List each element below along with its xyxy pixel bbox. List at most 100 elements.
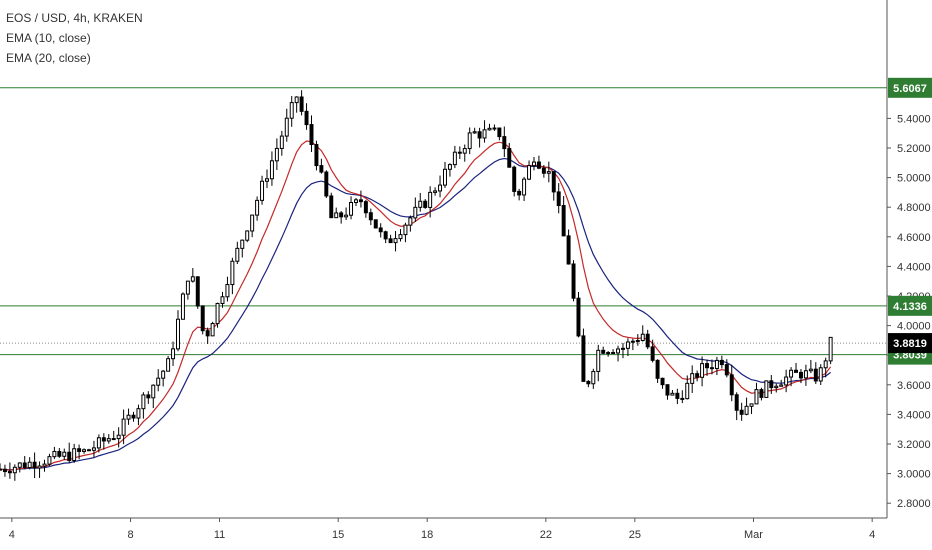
x-tick-label: 11 bbox=[214, 529, 225, 541]
candle-body bbox=[566, 235, 571, 265]
candle-body bbox=[625, 341, 630, 349]
candle-body bbox=[512, 166, 517, 192]
candle-body bbox=[606, 352, 611, 355]
candle-body bbox=[714, 359, 719, 369]
horizontal-levels bbox=[0, 87, 887, 356]
candle-body bbox=[452, 151, 457, 166]
candle-body bbox=[591, 370, 596, 385]
x-tick-label: 4 bbox=[869, 529, 875, 541]
candle-body bbox=[769, 380, 774, 389]
candle-body bbox=[551, 171, 556, 193]
y-tick-label: 4.4000 bbox=[897, 261, 931, 273]
x-tick-label: Mar bbox=[744, 529, 763, 541]
candle-body bbox=[27, 461, 32, 469]
candle-body bbox=[180, 293, 185, 320]
candle-body bbox=[754, 389, 759, 405]
candle-body bbox=[72, 448, 77, 461]
candle-body bbox=[62, 451, 67, 457]
candle-body bbox=[527, 165, 532, 180]
candle-body bbox=[413, 206, 418, 219]
candle-body bbox=[284, 117, 289, 137]
y-axis: 2.80003.00003.20003.40003.60003.80004.00… bbox=[886, 0, 931, 518]
candle-body bbox=[620, 347, 625, 350]
candle-body bbox=[571, 263, 576, 299]
candle-body bbox=[309, 124, 314, 146]
candle-body bbox=[640, 333, 645, 341]
candle-body bbox=[502, 136, 507, 150]
candle-body bbox=[398, 234, 403, 240]
candle-body bbox=[22, 462, 27, 469]
candle-body bbox=[675, 392, 680, 399]
candle-body bbox=[91, 447, 96, 451]
candle-body bbox=[210, 323, 215, 337]
candle-body bbox=[96, 437, 101, 449]
candle-body bbox=[601, 349, 606, 354]
candle-body bbox=[37, 465, 42, 469]
candle-body bbox=[695, 373, 700, 378]
y-tick-label: 5.4000 bbox=[897, 113, 931, 125]
candle-body bbox=[77, 448, 82, 452]
candle-body bbox=[195, 276, 200, 307]
candle-body bbox=[789, 369, 794, 378]
candle-body bbox=[808, 368, 813, 372]
candle-body bbox=[368, 212, 373, 221]
candle-body bbox=[764, 380, 769, 398]
candle-body bbox=[616, 348, 621, 354]
candle-body bbox=[373, 219, 378, 229]
candle-body bbox=[279, 135, 284, 149]
candle-body bbox=[507, 148, 512, 168]
candle-body bbox=[630, 340, 635, 343]
candle-body bbox=[472, 131, 477, 134]
candle-body bbox=[828, 336, 833, 362]
candle-body bbox=[171, 348, 176, 360]
candle-body bbox=[734, 394, 739, 411]
candle-body bbox=[289, 102, 294, 119]
candle-body bbox=[438, 184, 443, 192]
candle-body bbox=[106, 438, 111, 442]
candle-body bbox=[655, 359, 660, 379]
y-tick-label: 3.6000 bbox=[897, 380, 931, 392]
y-tick-label: 5.2000 bbox=[897, 143, 931, 155]
candle-body bbox=[611, 352, 616, 355]
candle-body bbox=[803, 370, 808, 379]
candle-body bbox=[586, 380, 591, 385]
candle-body bbox=[729, 374, 734, 396]
candle-body bbox=[354, 199, 358, 204]
candle-body bbox=[443, 168, 447, 186]
x-axis: 4 8 11 15 18 22 25 Mar 4 bbox=[0, 517, 887, 541]
candle-body bbox=[294, 96, 299, 104]
candle-body bbox=[136, 408, 141, 419]
candle-body bbox=[220, 296, 225, 304]
candle-body bbox=[156, 377, 161, 386]
candle-body bbox=[462, 148, 467, 154]
candle-body bbox=[7, 471, 12, 474]
candle-body bbox=[274, 147, 279, 162]
candle-body bbox=[363, 201, 368, 214]
candle-body bbox=[121, 418, 126, 436]
candle-body bbox=[334, 212, 339, 219]
ema-10-legend: EMA (10, close) bbox=[6, 31, 91, 45]
x-tick-label: 18 bbox=[421, 529, 433, 541]
candle-body bbox=[823, 360, 828, 369]
candle-body bbox=[482, 129, 487, 139]
candle-body bbox=[265, 178, 269, 182]
candle-body bbox=[230, 260, 235, 286]
last-price-label: 3.8819 bbox=[893, 338, 927, 350]
candle-body bbox=[477, 131, 482, 139]
candle-body bbox=[358, 199, 363, 203]
candle-body bbox=[531, 161, 536, 167]
candle-body bbox=[393, 238, 398, 244]
candle-body bbox=[447, 164, 452, 170]
candle-body bbox=[403, 224, 408, 236]
candle-body bbox=[176, 318, 180, 350]
candle-body bbox=[433, 190, 438, 193]
y-tick-label: 5.0000 bbox=[897, 173, 931, 185]
candle-body bbox=[517, 190, 522, 196]
candle-body bbox=[200, 305, 205, 332]
candle-body bbox=[146, 394, 151, 399]
candle-body bbox=[685, 382, 690, 400]
candle-body bbox=[794, 369, 799, 373]
candle-body bbox=[349, 202, 354, 216]
candle-body bbox=[576, 297, 581, 337]
